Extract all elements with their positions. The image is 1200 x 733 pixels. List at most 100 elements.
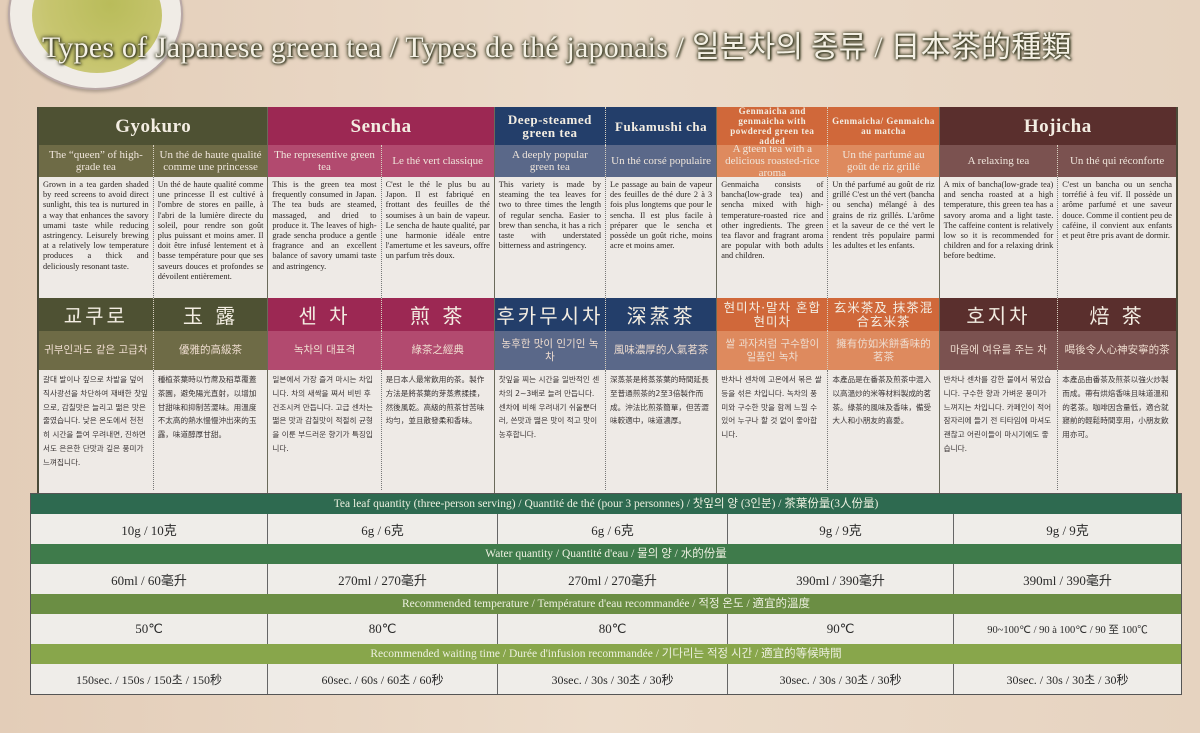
english-description: Genmaicha consists of bancha(low-grade t… xyxy=(721,180,824,261)
tea-title: Deep-steamed green tea xyxy=(507,112,592,140)
french-description: C'est un bancha ou un sencha torréfié à … xyxy=(1057,177,1176,298)
french-subtitle: Un thé corsé populaire xyxy=(605,145,716,177)
korean-description: 반차나 센차에 고온에서 볶은 쌀 등을 섞은 차입니다. 녹차의 풍미와 구수… xyxy=(721,375,822,440)
tea-subtitle-row: A gteen tea with a delicious roasted-ric… xyxy=(717,145,939,177)
value-cell: 30sec. / 30s / 30초 / 30秒 xyxy=(728,664,954,694)
chinese-description: 種植茶葉時以竹蓆及稻草覆蓋茶園，避免陽光直射，以增加甘甜味和抑制苦澀味。用溫度不… xyxy=(152,370,268,490)
english-subtitle: A gteen tea with a delicious roasted-ric… xyxy=(725,145,820,177)
value-row-water: 60ml / 60毫升 270ml / 270毫升 270ml / 270毫升 390… xyxy=(31,564,1181,594)
english-description: Grown in a tea garden shaded by reed scr… xyxy=(43,180,149,271)
chinese-title: 煎 茶 xyxy=(380,298,494,331)
french-subtitle: Un thé parfumé au goût de riz grillé xyxy=(827,145,938,177)
french-subtitle: Un thé qui réconforte xyxy=(1057,145,1176,177)
tea-title-row: Sencha xyxy=(268,107,494,145)
tea-column: Hojicha A relaxing tea Un thé qui réconfor… xyxy=(939,107,1176,493)
tea-title: Genmaicha and genmaicha with powdered gr… xyxy=(730,107,815,145)
value-cell: 390ml / 390毫升 xyxy=(1023,572,1112,588)
tea-column: Genmaicha and genmaicha with powdered gr… xyxy=(717,107,940,493)
tea-title: Sencha xyxy=(350,115,412,137)
english-subtitle: The “queen” of high-grade tea xyxy=(48,149,143,173)
chinese-description: 是日本人最常飲用的茶。製作方法是將茶葉的芽蒸煮揉揉，然後風乾。高級的煎茶甘苦味均… xyxy=(380,370,494,490)
tea-title: Gyokuro xyxy=(115,115,192,137)
tea-title-row: Genmaicha and genmaicha with powdered gr… xyxy=(717,107,939,145)
chinese-subtitle: 綠茶之經典 xyxy=(380,331,494,370)
tea-subtitle-row: A relaxing tea Un thé qui réconforte xyxy=(939,145,1176,177)
cjk-title-row: 후카무시차 深蒸茶 xyxy=(494,298,717,331)
value-cell: 30sec. / 30s / 30초 / 30秒 xyxy=(498,664,728,694)
tea-types-table: Gyokuro The “queen” of high-grade tea Un t… xyxy=(37,107,1178,493)
korean-title: 현미차·말차 혼합 현미차 xyxy=(723,299,822,329)
section-band-temp: Recommended temperature / Température d'… xyxy=(31,594,1181,614)
tea-title-row: Gyokuro xyxy=(39,107,268,145)
english-subtitle: A relaxing tea xyxy=(967,155,1030,167)
value-cell: 6g / 6克 xyxy=(498,514,728,544)
cjk-subtitle-row: 쌀 과자처럼 구수함이 일품인 녹차 擁有仿如米餅香味的茗茶 xyxy=(717,331,939,370)
french-description: Un thé parfumé au goût de riz grillé C'e… xyxy=(827,177,938,298)
cjk-subtitle-row: 녹차의 대표격 綠茶之經典 xyxy=(268,331,494,370)
english-description: This variety is made by steaming the tea… xyxy=(498,180,601,251)
section-band-time: Recommended waiting time / Durée d'infus… xyxy=(31,644,1181,664)
value-cell: 9g / 9克 xyxy=(1046,522,1089,538)
tea-title: Fukamushi cha xyxy=(605,107,716,145)
korean-subtitle: 귀부인과도 같은 고급차 xyxy=(44,344,148,356)
cjk-description-row: 찻잎을 찌는 시간을 일반적인 센차의 2~3배로 늘려 만듭니다. 센차에 비… xyxy=(495,370,716,490)
tea-column: Sencha The representive green tea Le thé v… xyxy=(268,107,495,493)
cjk-description-row: 반차나 센차를 강한 불에서 볶았습니다. 구수한 향과 가벼운 풍미가 느껴지… xyxy=(940,370,1176,490)
korean-subtitle: 쌀 과자처럼 구수함이 일품인 녹차 xyxy=(725,337,820,363)
description-row: Genmaicha consists of bancha(low-grade t… xyxy=(717,177,938,298)
chinese-description: 深蒸茶是將蒸茶葉的時間延長至普通煎茶的2至3倍製作而成。沖法比煎茶簡單，但苦澀味… xyxy=(605,370,716,490)
value-row-time: 150sec. / 150s / 150초 / 150秒 60sec. / 60s… xyxy=(31,664,1181,694)
chinese-description: 本產品是在番茶及煎茶中混入以高溫炒的米等材料製成的茗茶。綠茶的風味及香味，備受大… xyxy=(827,370,938,490)
tea-subtitle-row: The “queen” of high-grade tea Un thé de h… xyxy=(39,145,268,177)
chinese-subtitle: 風味濃厚的人氣茗茶 xyxy=(605,331,716,370)
value-cell: 390ml / 390毫升 xyxy=(728,564,954,594)
value-cell: 60sec. / 60s / 60초 / 60秒 xyxy=(268,664,498,694)
korean-subtitle: 농후한 맛이 인기인 녹차 xyxy=(501,337,599,363)
english-subtitle: A deeply popular green tea xyxy=(512,149,588,173)
value-cell: 6g / 6克 xyxy=(268,514,498,544)
cjk-title-row: 호지차 焙 茶 xyxy=(939,298,1176,331)
tea-subtitle-row: The representive green tea Le thé vert cl… xyxy=(268,145,494,177)
chinese-title: 深蒸茶 xyxy=(605,298,716,331)
value-cell: 90~100℃ / 90 à 100℃ / 90 至 100℃ xyxy=(987,624,1148,636)
chinese-title: 焙 茶 xyxy=(1057,298,1176,331)
korean-description: 일본에서 가장 즐겨 마시는 차입니다. 차의 새싹을 쪄서 비빈 후 건조시켜… xyxy=(272,375,373,453)
description-row: This variety is made by steaming the tea… xyxy=(495,177,716,298)
korean-title: 교쿠로 xyxy=(63,304,128,328)
value-cell: 270ml / 270毫升 xyxy=(498,564,728,594)
section-band-leaf: Tea leaf quantity (three-person serving)… xyxy=(31,494,1181,514)
description-row: This is the green tea most frequently co… xyxy=(268,177,493,298)
korean-subtitle: 녹차의 대표격 xyxy=(293,344,356,356)
chinese-title: 玄米茶及 抹茶混合玄米茶 xyxy=(827,298,938,331)
cjk-description-row: 갈대 발이나 짚으로 차밭을 덮어 직사광선을 차단하여 재배한 찻잎으로, 감… xyxy=(39,370,267,490)
cjk-subtitle-row: 마음에 여유를 주는 차 喝後令人心神安寧的茶 xyxy=(939,331,1176,370)
value-cell: 60ml / 60毫升 xyxy=(31,564,268,594)
value-cell: 30sec. / 30s / 30초 / 30秒 xyxy=(1006,672,1129,687)
value-row-temp: 50℃ 80℃ 80℃ 90℃ 90~100℃ / 90 à 100℃ / 90 至 1… xyxy=(31,614,1181,644)
korean-title: 후카무시차 xyxy=(496,304,604,328)
cjk-description-row: 반차나 센차에 고온에서 볶은 쌀 등을 섞은 차입니다. 녹차의 풍미와 구수… xyxy=(717,370,938,490)
chinese-subtitle: 喝後令人心神安寧的茶 xyxy=(1057,331,1176,370)
tea-column: Deep-steamed green tea Fukamushi cha A dee… xyxy=(494,107,718,493)
value-cell: 50℃ xyxy=(31,614,268,644)
value-cell: 90℃ xyxy=(728,614,954,644)
value-cell: 80℃ xyxy=(498,614,728,644)
korean-description: 찻잎을 찌는 시간을 일반적인 센차의 2~3배로 늘려 만듭니다. 센차에 비… xyxy=(498,375,600,440)
english-description: This is the green tea most frequently co… xyxy=(272,180,377,271)
tea-title: Hojicha xyxy=(1023,115,1092,137)
description-row: Grown in a tea garden shaded by reed scr… xyxy=(39,177,267,298)
cjk-title-row: 교쿠로 玉 露 xyxy=(39,298,268,331)
french-subtitle: Le thé vert classique xyxy=(380,145,494,177)
description-row: A mix of bancha(low-grade tea) and sench… xyxy=(940,177,1176,298)
value-cell: 80℃ xyxy=(268,614,498,644)
cjk-subtitle-row: 농후한 맛이 인기인 녹차 風味濃厚的人氣茗茶 xyxy=(494,331,717,370)
page-title: Types of Japanese green tea / Types de t… xyxy=(42,31,1072,64)
tea-subtitle-row: A deeply popular green tea Un thé corsé p… xyxy=(494,145,717,177)
tea-title: Genmaicha/ Genmaicha au matcha xyxy=(827,107,938,145)
chinese-subtitle: 擁有仿如米餅香味的茗茶 xyxy=(827,331,938,370)
french-description: Un thé de haute qualité comme une prince… xyxy=(152,177,268,298)
korean-description: 갈대 발이나 짚으로 차밭을 덮어 직사광선을 차단하여 재배한 찻잎으로, 감… xyxy=(43,375,149,467)
value-cell: 150sec. / 150s / 150초 / 150秒 xyxy=(31,664,268,694)
chinese-title: 玉 露 xyxy=(152,298,268,331)
brewing-guide-table: Tea leaf quantity (three-person serving)… xyxy=(30,493,1182,695)
